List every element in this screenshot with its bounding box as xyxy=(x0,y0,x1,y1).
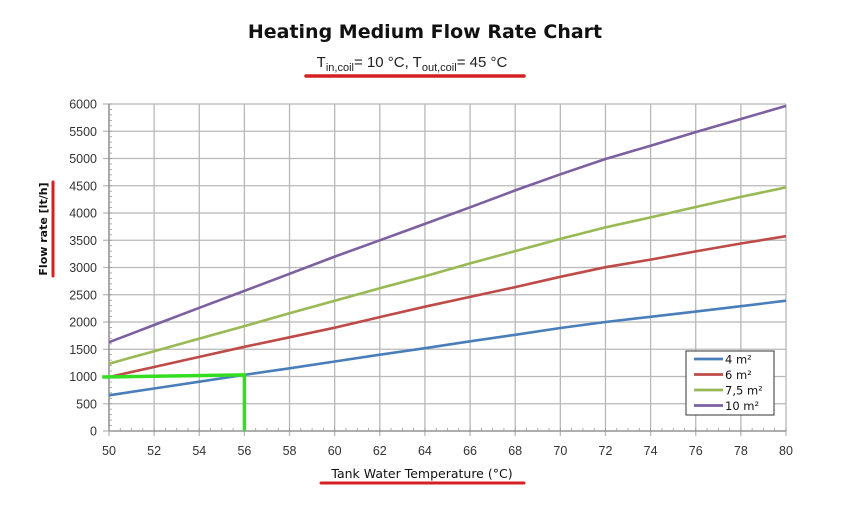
x-tick-label: 50 xyxy=(102,444,116,458)
x-tick-label: 72 xyxy=(599,444,613,458)
y-tick-label: 6000 xyxy=(69,98,97,112)
chart-subtitle: Tin,coil= 10 °C, Tout,coil= 45 °C xyxy=(317,54,508,74)
x-tick-label: 76 xyxy=(689,444,703,458)
y-tick-label: 0 xyxy=(90,425,97,439)
legend-label: 7,5 m² xyxy=(725,384,763,398)
y-tick-label: 500 xyxy=(76,397,97,411)
x-tick-label: 78 xyxy=(734,444,748,458)
subtitle-t-in-sub: in,coil xyxy=(326,62,354,74)
y-tick-label: 2500 xyxy=(69,288,97,302)
series-line-1 xyxy=(108,299,787,397)
y-tick-label: 3000 xyxy=(69,261,97,275)
subtitle-t-out-sub: out,coil xyxy=(422,62,457,74)
subtitle-t-out-value: = 45 °C xyxy=(457,54,508,71)
series-line-2 xyxy=(108,234,787,379)
x-tick-labels: 50 52 54 56 58 60 62 64 66 68 70 72 74 76 78 80 xyxy=(102,444,793,458)
subtitle-t-in-label: T xyxy=(317,54,326,71)
x-tick-label: 56 xyxy=(237,444,251,458)
x-tick-label: 70 xyxy=(553,444,567,458)
y-tick-label: 2000 xyxy=(69,316,97,330)
legend-label: 6 m² xyxy=(725,368,752,382)
reading-marker xyxy=(102,373,247,431)
x-tick-label: 80 xyxy=(779,444,793,458)
y-tick-label: 5000 xyxy=(69,152,97,166)
y-axis-label: Flow rate [lt/h] xyxy=(37,182,50,275)
legend-label: 10 m² xyxy=(725,399,759,413)
y-tick-label: 1500 xyxy=(69,343,97,357)
x-axis-label: Tank Water Temperature (°C) xyxy=(330,466,512,481)
minor-ticks xyxy=(108,103,787,432)
x-tick-label: 68 xyxy=(508,444,522,458)
reading-marker-line xyxy=(102,373,247,431)
series-line-4 xyxy=(108,104,787,344)
y-tick-labels: 0 500 1000 1500 2000 2500 3000 3500 4000 4500 5000… xyxy=(69,98,97,439)
series-line-3 xyxy=(108,186,787,365)
chart-title: Heating Medium Flow Rate Chart xyxy=(248,21,602,43)
y-tick-label: 4500 xyxy=(69,179,97,193)
subtitle-t-in-value: = 10 °C, xyxy=(354,54,413,71)
y-tick-label: 1000 xyxy=(69,370,97,384)
x-tick-label: 60 xyxy=(328,444,342,458)
x-tick-label: 54 xyxy=(192,444,206,458)
x-tick-label: 64 xyxy=(418,444,432,458)
series-lines xyxy=(108,104,787,397)
y-tick-label: 4000 xyxy=(69,207,97,221)
x-tick-label: 52 xyxy=(147,444,161,458)
grid xyxy=(103,103,787,436)
x-tick-label: 74 xyxy=(644,444,658,458)
x-tick-label: 58 xyxy=(283,444,297,458)
y-tick-label: 3500 xyxy=(69,234,97,248)
legend-label: 4 m² xyxy=(725,353,752,367)
x-tick-label: 66 xyxy=(463,444,477,458)
subtitle-t-out-label: T xyxy=(413,54,422,71)
y-tick-label: 5500 xyxy=(69,125,97,139)
x-tick-label: 62 xyxy=(373,444,387,458)
